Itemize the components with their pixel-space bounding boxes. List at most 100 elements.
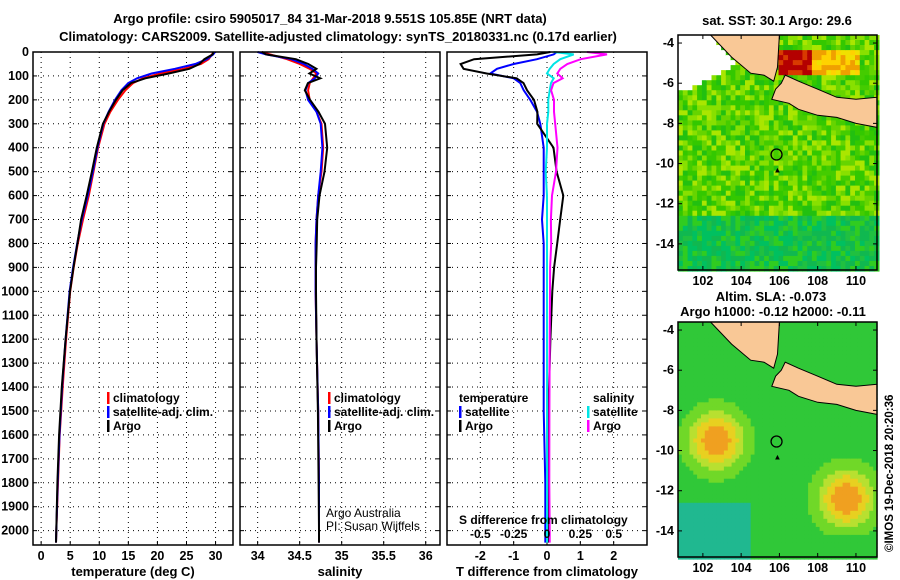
x-tick-label: 35.5 xyxy=(372,549,396,563)
depth-tick-label: 0 xyxy=(22,45,29,59)
plot-frame xyxy=(239,51,441,546)
argo-float-marker xyxy=(770,435,783,448)
sumatra-landmass xyxy=(709,321,780,369)
x-axis-label: T difference from climatology xyxy=(456,564,639,579)
sla-map-subtitle: Argo h1000: -0.12 h2000: -0.11 xyxy=(680,304,866,319)
legend-swatch xyxy=(459,420,462,432)
plot-frame xyxy=(32,51,234,546)
legend-swatch xyxy=(107,420,110,432)
lat-tick-label: -14 xyxy=(656,237,674,251)
lat-tick-label: -4 xyxy=(663,323,674,337)
lat-tick-label: -12 xyxy=(656,484,674,498)
depth-tick-label: 1100 xyxy=(2,308,29,322)
lat-tick-label: -4 xyxy=(663,36,674,50)
x-axis-label: salinity xyxy=(318,564,364,579)
title-line-2: Climatology: CARS2009. Satellite-adjuste… xyxy=(59,29,617,44)
legend-title-temperature: temperature xyxy=(459,391,529,405)
sst-map-title: sat. SST: 30.1 Argo: 29.6 xyxy=(702,13,852,28)
legend-swatch xyxy=(107,406,110,418)
lat-tick-label: -14 xyxy=(656,524,674,538)
x-tick-label: 36 xyxy=(419,549,433,563)
series-line-s-satellite xyxy=(544,51,575,543)
lat-tick-label: -8 xyxy=(663,403,674,417)
x-tick-label: 34.5 xyxy=(287,549,311,563)
depth-tick-label: 1600 xyxy=(1,428,29,442)
series-line-satellite-adj-clim- xyxy=(55,51,216,543)
x-tick-label: 30 xyxy=(209,549,223,563)
previous-position-marker: ▲ xyxy=(774,166,782,175)
lon-tick-label: 106 xyxy=(769,274,790,288)
depth-tick-label: 400 xyxy=(8,141,29,155)
x-axis-label: temperature (deg C) xyxy=(71,564,195,579)
lon-tick-label: 106 xyxy=(769,561,790,575)
depth-tick-label: 800 xyxy=(8,236,29,250)
x2-tick-label: 0.5 xyxy=(605,527,622,541)
lon-tick-label: 108 xyxy=(807,561,828,575)
sla-map: ▲ 102 104 106 108 110 -4 -6 -8 -10 -12 -14 Altim. SL… xyxy=(656,289,878,575)
depth-tick-label: 1300 xyxy=(1,356,29,370)
x-tick-label: -1 xyxy=(508,549,519,563)
legend-swatch xyxy=(328,392,331,404)
temperature-panel: 0100200300400500600700800900100011001200… xyxy=(1,45,234,579)
lat-tick-label: -10 xyxy=(656,157,674,171)
x2-tick-label: 0.25 xyxy=(569,527,593,541)
lon-tick-label: 104 xyxy=(731,274,752,288)
depth-tick-label: 100 xyxy=(8,69,29,83)
x-tick-label: 1 xyxy=(577,549,584,563)
x2-tick-label: -0.25 xyxy=(500,527,528,541)
lon-tick-label: 110 xyxy=(846,561,866,575)
x-tick-label: 10 xyxy=(92,549,106,563)
java-landmass xyxy=(771,74,878,129)
legend-swatch xyxy=(107,392,110,404)
series-line-climatology xyxy=(55,51,215,543)
legend-title-salinity: salinity xyxy=(593,391,635,405)
lat-tick-label: -6 xyxy=(663,363,674,377)
lat-tick-label: -6 xyxy=(663,76,674,90)
series-line-satellite-adj-clim- xyxy=(257,51,324,543)
depth-tick-label: 1500 xyxy=(1,404,29,418)
lon-tick-label: 102 xyxy=(692,274,713,288)
x-tick-label: 25 xyxy=(180,549,194,563)
x-tick-label: 20 xyxy=(150,549,164,563)
sla-field xyxy=(678,322,878,560)
legend-swatch xyxy=(587,420,590,432)
legend-label: satellite-adj. clim. xyxy=(334,405,434,419)
legend-swatch xyxy=(587,406,590,418)
sst-map: ▲ 102 104 106 108 110 -4 -6 -8 -10 -12 -14 sat. SST:… xyxy=(656,13,880,288)
legend-label: Argo xyxy=(465,419,493,433)
legend-label: climatology xyxy=(334,391,401,405)
depth-tick-label: 900 xyxy=(8,260,29,274)
x-tick-label: 5 xyxy=(67,549,74,563)
depth-tick-label: 500 xyxy=(8,165,29,179)
series-line-argo xyxy=(55,51,215,543)
x2-axis-label: S difference from climatology xyxy=(459,513,628,527)
x2-tick-label: 0 xyxy=(544,527,551,541)
title-line-1: Argo profile: csiro 5905017_84 31-Mar-20… xyxy=(113,11,547,26)
depth-tick-label: 1000 xyxy=(1,284,29,298)
legend-swatch xyxy=(459,406,462,418)
series-line-t-satellite xyxy=(487,51,558,543)
java-landmass xyxy=(771,361,878,416)
depth-tick-label: 1800 xyxy=(1,476,29,490)
credit-text: ©IMOS 19-Dec-2018 20:20:36 xyxy=(884,395,896,552)
sst-field xyxy=(678,35,880,272)
depth-tick-label: 1900 xyxy=(1,500,29,514)
x-tick-label: 15 xyxy=(121,549,135,563)
depth-tick-label: 1400 xyxy=(1,380,29,394)
map-frame xyxy=(677,321,878,558)
sumatra-landmass xyxy=(709,34,780,82)
legend-label: Argo xyxy=(113,419,141,433)
depth-tick-label: 200 xyxy=(8,93,29,107)
x-tick-label: 34 xyxy=(251,549,265,563)
legend-label: satellite xyxy=(593,405,638,419)
x-tick-label: 35 xyxy=(335,549,349,563)
x-tick-label: 0 xyxy=(38,549,45,563)
depth-tick-label: 600 xyxy=(8,189,29,203)
depth-tick-label: 300 xyxy=(8,117,29,131)
x-tick-label: 2 xyxy=(610,549,617,563)
legend-swatch xyxy=(328,406,331,418)
difference-panel: -2 -1 0 1 2T difference from climatology temp… xyxy=(446,51,648,579)
legend-label: climatology xyxy=(113,391,180,405)
depth-tick-label: 2000 xyxy=(1,524,29,538)
